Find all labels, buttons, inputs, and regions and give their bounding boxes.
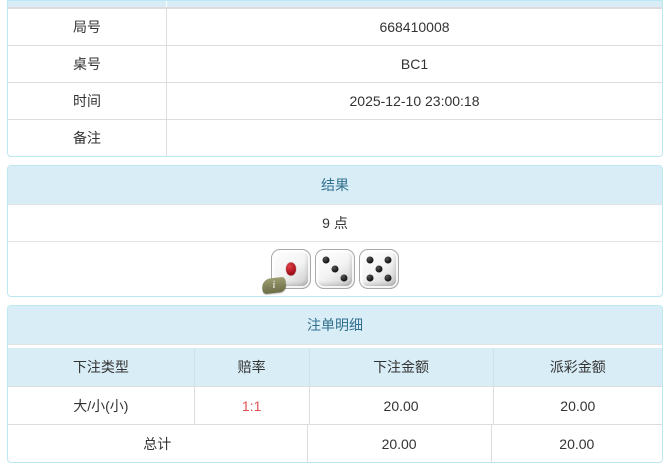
die-pip — [375, 265, 383, 273]
die-pip — [331, 265, 339, 273]
die-pip — [340, 274, 348, 282]
bets-panel-title: 注单明细 — [8, 306, 662, 345]
total-payout-amount: 20.00 — [559, 435, 595, 452]
game-info-heading-cropped — [8, 1, 662, 8]
die-pip — [366, 274, 374, 282]
column-divider — [166, 1, 167, 7]
die-pip — [322, 256, 330, 264]
info-row-table-id: 桌号 BC1 — [8, 45, 662, 82]
bet-type-value: 大/小(小) — [8, 387, 195, 424]
round-id-label: 局号 — [8, 9, 167, 45]
die-1-value-1: i — [261, 249, 311, 295]
info-row-round-id: 局号 668410008 — [8, 8, 662, 45]
bet-odds-value: 1:1 — [195, 387, 310, 424]
bet-amount-value: 20.00 — [310, 387, 494, 424]
total-bet-amount: 20.00 — [308, 425, 492, 462]
remark-label: 备注 — [8, 120, 167, 156]
round-id-value: 668410008 — [379, 19, 450, 35]
bets-panel: 注单明细 下注类型 赔率 下注金额 派彩金额 大/小(小) 1:1 20.00 … — [7, 305, 663, 463]
die-3-value-5 — [359, 249, 399, 289]
die-pip — [366, 256, 374, 264]
result-panel-title: 结果 — [8, 166, 662, 205]
bets-header-row: 下注类型 赔率 下注金额 派彩金额 — [8, 345, 662, 386]
total-label: 总计 — [8, 425, 308, 462]
time-label: 时间 — [8, 83, 167, 119]
col-header-odds: 赔率 — [195, 348, 310, 386]
info-row-remark: 备注 — [8, 119, 662, 156]
bet-row: 大/小(小) 1:1 20.00 20.00 — [8, 386, 662, 424]
payout-amount-value: 20.00 — [560, 397, 596, 414]
col-header-payout-amount: 派彩金额 — [549, 359, 606, 375]
info-row-time: 时间 2025-12-10 23:00:18 — [8, 82, 662, 119]
bets-total-row: 总计 20.00 20.00 — [8, 424, 662, 462]
info-badge-icon[interactable]: i — [261, 276, 287, 295]
result-panel: 结果 9 点 i — [7, 165, 663, 297]
dice-row: i — [8, 242, 662, 296]
game-info-panel: 局号 668410008 桌号 BC1 时间 2025-12-10 23:00:… — [7, 0, 663, 157]
result-points: 9 点 — [8, 205, 662, 242]
col-header-bet-type: 下注类型 — [8, 348, 195, 386]
table-id-value: BC1 — [400, 56, 429, 72]
time-value: 2025-12-10 23:00:18 — [349, 93, 480, 109]
table-id-label: 桌号 — [8, 46, 167, 82]
die-pip — [286, 262, 296, 276]
col-header-bet-amount: 下注金额 — [310, 348, 494, 386]
die-2-value-3 — [315, 249, 355, 289]
die-pip — [384, 274, 392, 282]
die-pip — [384, 256, 392, 264]
